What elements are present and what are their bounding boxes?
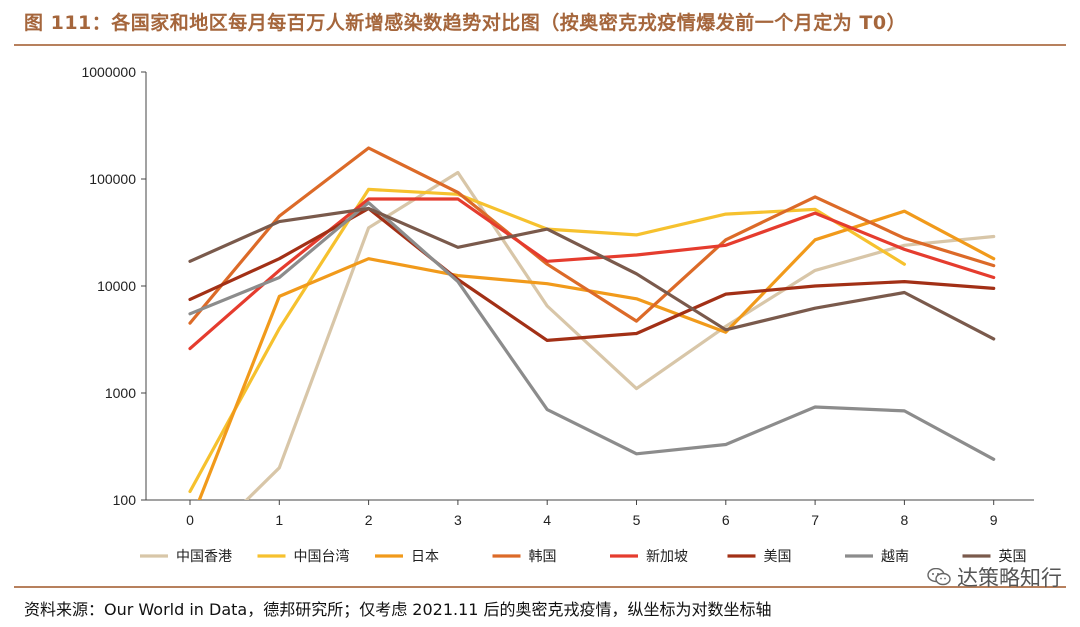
y-tick-label: 1000000	[81, 64, 136, 80]
x-tick-label: 1	[275, 512, 283, 528]
watermark: 达策略知行	[927, 562, 1062, 592]
figure-title: 图 111：各国家和地区每月每百万人新增感染数趋势对比图（按奥密克戎疫情爆发前一…	[24, 12, 907, 34]
legend-label: 日本	[411, 549, 439, 565]
x-tick-label: 8	[901, 512, 909, 528]
series-line-6	[188, 201, 996, 461]
legend-label: 新加坡	[646, 549, 688, 565]
y-tick-label: 100	[113, 492, 137, 508]
x-tick-label: 5	[633, 512, 641, 528]
legend-label: 中国香港	[176, 549, 232, 565]
x-tick-label: 3	[454, 512, 462, 528]
y-tick-label: 10000	[97, 278, 136, 294]
x-tick-label: 6	[722, 512, 730, 528]
series-line-5	[188, 206, 996, 342]
legend-label: 英国	[999, 548, 1027, 565]
y-tick-label: 100000	[89, 171, 136, 187]
y-tick-label: 1000	[105, 385, 136, 401]
series-line-3	[188, 146, 996, 325]
x-tick-label: 7	[811, 512, 819, 528]
legend-label: 越南	[881, 549, 909, 565]
series-line-7	[188, 206, 996, 341]
x-tick-label: 0	[186, 512, 194, 528]
x-tick-label: 9	[990, 512, 998, 528]
chart-series-lines	[188, 146, 996, 500]
chart-legend: 中国香港 中国台湾 日本 韩国 新加坡 美国 越南 英国	[140, 548, 1027, 565]
bottom-rule	[14, 586, 1066, 588]
legend-label: 美国	[764, 549, 792, 565]
line-chart: 100 1000 10000 100000 1000000 0 1 2 3 4 5 6 7 8 9 中国香港…	[81, 64, 1034, 565]
series-line-0	[244, 170, 996, 500]
x-tick-label: 2	[365, 512, 373, 528]
top-rule	[14, 44, 1066, 46]
source-footnote: 资料来源：Our World in Data，德邦研究所；仅考虑 2021.11…	[24, 600, 772, 619]
wechat-icon	[927, 568, 951, 586]
watermark-text: 达策略知行	[957, 566, 1062, 590]
chart-axes: 100 1000 10000 100000 1000000 0 1 2 3 4 5 6 7 8 9	[81, 64, 1034, 528]
legend-label: 中国台湾	[294, 548, 350, 565]
x-tick-label: 4	[543, 512, 551, 528]
legend-label: 韩国	[529, 549, 557, 565]
